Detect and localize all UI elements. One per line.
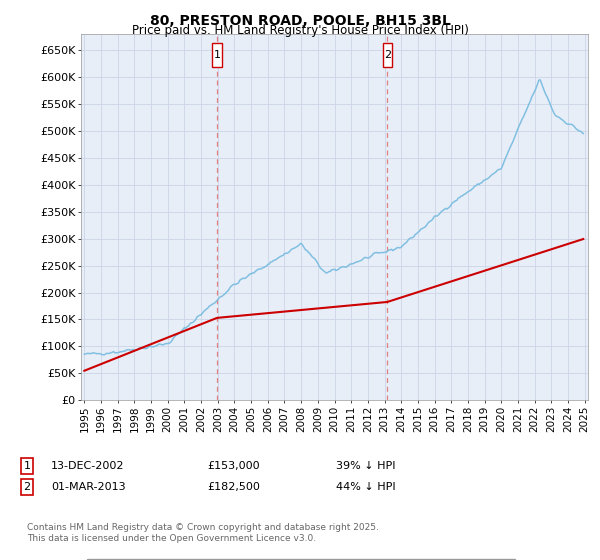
- Text: 80, PRESTON ROAD, POOLE, BH15 3BL: 80, PRESTON ROAD, POOLE, BH15 3BL: [149, 14, 451, 28]
- Text: Price paid vs. HM Land Registry's House Price Index (HPI): Price paid vs. HM Land Registry's House …: [131, 24, 469, 36]
- Text: 44% ↓ HPI: 44% ↓ HPI: [336, 482, 395, 492]
- Text: 39% ↓ HPI: 39% ↓ HPI: [336, 461, 395, 471]
- Text: Contains HM Land Registry data © Crown copyright and database right 2025.
This d: Contains HM Land Registry data © Crown c…: [27, 524, 379, 543]
- Text: 01-MAR-2013: 01-MAR-2013: [51, 482, 125, 492]
- Text: £153,000: £153,000: [207, 461, 260, 471]
- Text: 13-DEC-2002: 13-DEC-2002: [51, 461, 125, 471]
- Bar: [383, 43, 392, 67]
- Text: 2: 2: [384, 50, 391, 60]
- Text: 1: 1: [214, 50, 221, 60]
- Text: 2: 2: [23, 482, 31, 492]
- Text: £182,500: £182,500: [207, 482, 260, 492]
- Text: 1: 1: [23, 461, 31, 471]
- Bar: [212, 43, 222, 67]
